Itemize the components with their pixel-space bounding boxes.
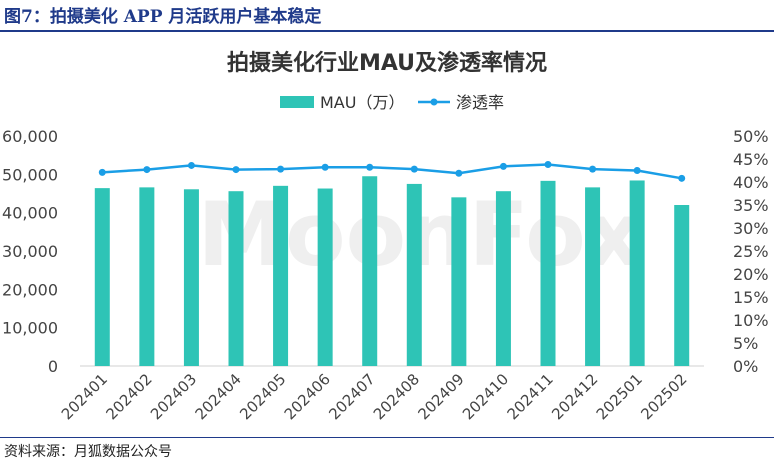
y-left-tick-label: 20,000 xyxy=(2,280,58,299)
x-tick-label: 202408 xyxy=(370,370,423,423)
x-tick-label: 202404 xyxy=(192,370,245,423)
penetration-point xyxy=(499,162,507,170)
penetration-point xyxy=(98,168,106,176)
penetration-point xyxy=(366,163,374,171)
y-left-tick-label: 30,000 xyxy=(2,242,58,261)
mau-bar xyxy=(228,191,244,366)
penetration-point xyxy=(321,163,329,171)
penetration-point xyxy=(633,167,641,174)
y-right-tick-label: 35% xyxy=(733,196,769,215)
legend: MAU（万） 渗透率 xyxy=(280,93,504,112)
y-right-tick-label: 25% xyxy=(733,242,769,261)
mau-bar xyxy=(273,185,289,366)
mau-bar xyxy=(495,191,511,366)
mau-bar xyxy=(94,188,110,366)
legend-swatch-point xyxy=(430,98,438,106)
x-tick-label: 202402 xyxy=(102,370,155,423)
y-left-tick-label: 60,000 xyxy=(2,127,58,146)
penetration-point xyxy=(455,169,463,177)
x-tick-label: 202403 xyxy=(147,370,200,423)
mau-penetration-chart: MoonFox 拍摄美化行业MAU及渗透率情况 MAU（万）渗透率 010,00… xyxy=(2,50,769,423)
penetration-point xyxy=(589,165,597,173)
mau-bar xyxy=(451,197,467,366)
penetration-point xyxy=(544,161,552,169)
x-tick-label: 202411 xyxy=(504,370,557,423)
y-right-tick-label: 40% xyxy=(733,173,769,192)
mau-bar xyxy=(362,176,378,366)
source-note: 资料来源：月狐数据公众号 xyxy=(4,444,172,460)
penetration-point xyxy=(410,165,418,173)
penetration-point xyxy=(143,166,151,174)
penetration-point xyxy=(187,161,195,169)
mau-bar xyxy=(183,189,199,366)
x-tick-label: 202410 xyxy=(459,370,512,423)
legend-swatch-mau xyxy=(280,96,314,108)
x-tick-label: 202501 xyxy=(593,370,646,423)
y-right-tick-label: 5% xyxy=(733,334,758,353)
mau-bar xyxy=(674,205,690,366)
mau-bar xyxy=(406,183,422,366)
y-left-tick-label: 50,000 xyxy=(2,165,58,184)
y-right-tick-label: 0% xyxy=(733,357,758,376)
x-tick-label: 202405 xyxy=(236,370,289,423)
caption-rule xyxy=(0,30,774,32)
x-tick-label: 202502 xyxy=(637,370,690,423)
chart-title: 拍摄美化行业MAU及渗透率情况 xyxy=(227,50,547,76)
y-left-tick-label: 40,000 xyxy=(2,204,58,223)
line-series xyxy=(98,161,686,182)
y-left-tick-label: 10,000 xyxy=(2,319,58,338)
x-tick-label: 202412 xyxy=(548,370,601,423)
mau-bar xyxy=(629,180,645,366)
y-right-tick-label: 15% xyxy=(733,288,769,307)
y-right-tick-label: 50% xyxy=(733,127,769,146)
source-rule xyxy=(0,437,774,438)
x-tick-label: 202406 xyxy=(281,370,334,423)
mau-bar xyxy=(317,188,333,366)
figure-caption: 图7：拍摄美化 APP 月活跃用户基本稳定 xyxy=(4,7,322,27)
x-tick-label: 202401 xyxy=(58,370,111,423)
legend-label-penetration: 渗透率 xyxy=(456,93,504,112)
bar-series xyxy=(94,176,690,366)
mau-bar xyxy=(139,187,155,366)
y-right-tick-label: 20% xyxy=(733,265,769,284)
mau-bar xyxy=(585,187,601,366)
x-tick-label: 202407 xyxy=(325,370,378,423)
penetration-point xyxy=(232,166,240,174)
legend-label-mau: MAU（万） xyxy=(320,93,404,112)
y-right-tick-label: 45% xyxy=(733,150,769,169)
penetration-line xyxy=(102,163,682,180)
penetration-point xyxy=(277,165,285,173)
y-left-tick-label: 0 xyxy=(48,357,58,376)
x-tick-label: 202409 xyxy=(414,370,467,423)
y-right-tick-label: 30% xyxy=(733,219,769,238)
penetration-point xyxy=(678,174,686,182)
mau-bar xyxy=(540,180,556,366)
y-right-tick-label: 10% xyxy=(733,311,769,330)
